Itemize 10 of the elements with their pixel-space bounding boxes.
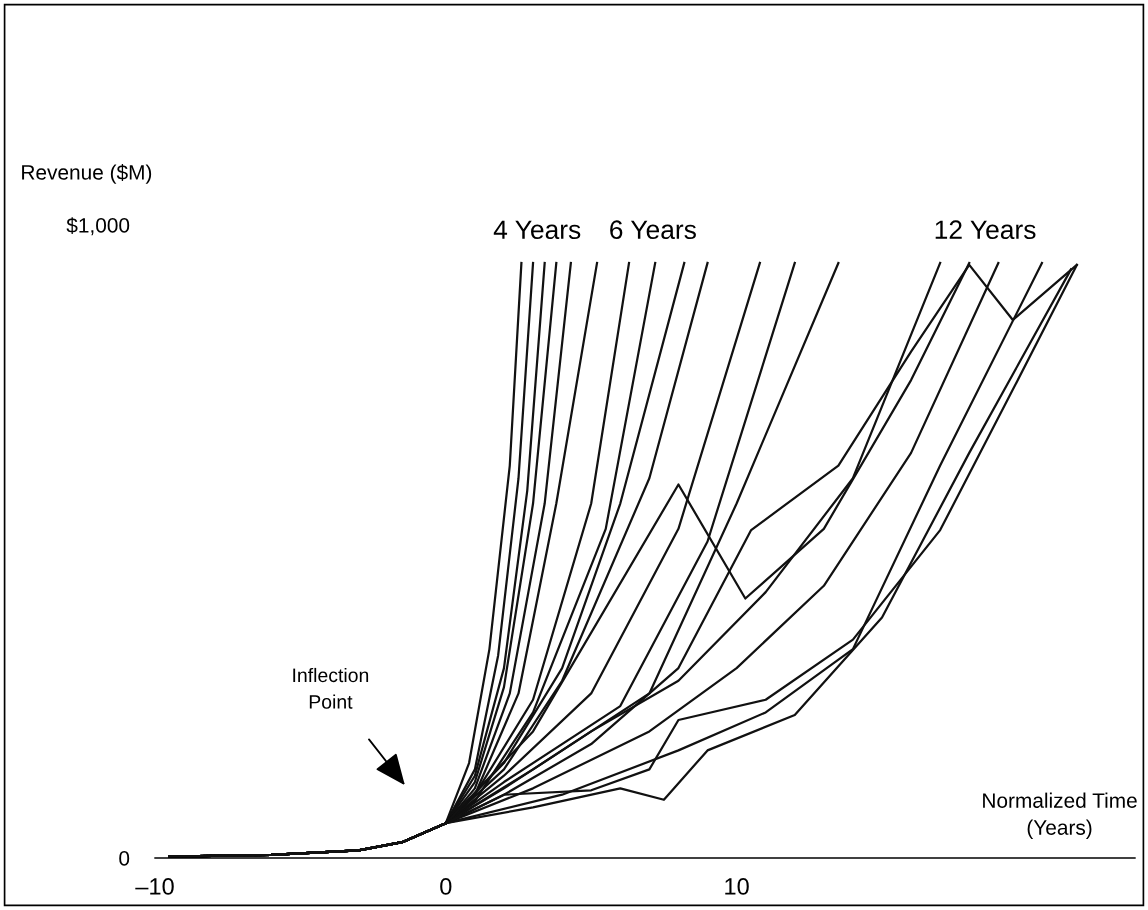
annotation: 6 Years <box>610 220 696 240</box>
x-tick-label: –10 <box>135 878 174 895</box>
x-tick-label: 10 <box>725 878 749 895</box>
x-axis-title: Normalized Time (Years) <box>983 792 1137 839</box>
annotation: Inflection Point <box>293 667 369 709</box>
x-tick-label: 0 <box>440 878 452 895</box>
annotation: 4 Years <box>493 220 581 240</box>
annotation: 12 Years <box>935 220 1036 240</box>
y-tick-label: $1,000 <box>66 217 130 236</box>
y-axis-title: Revenue ($M) <box>22 164 152 184</box>
